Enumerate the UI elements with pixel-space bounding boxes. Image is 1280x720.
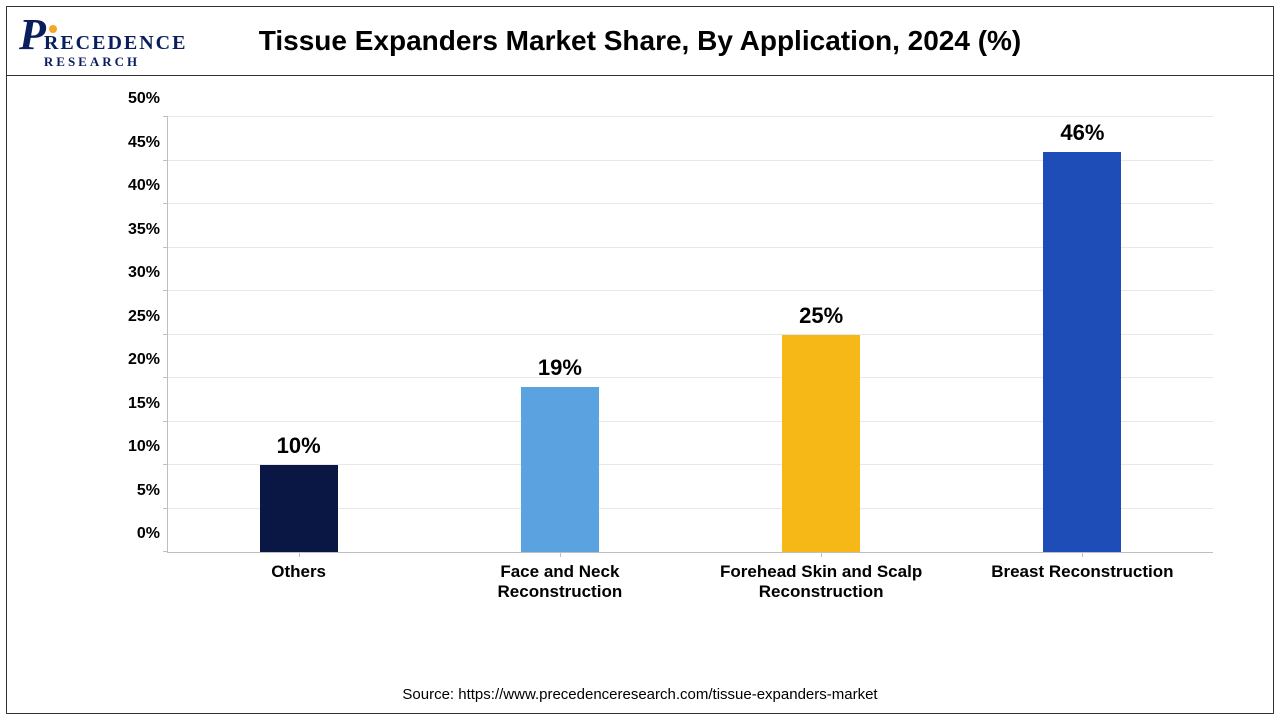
x-axis-label: Breast Reconstruction bbox=[952, 562, 1213, 582]
y-axis-label: 5% bbox=[137, 482, 160, 500]
y-axis-label: 35% bbox=[128, 221, 160, 239]
chart-frame: P RECEDENCE RESEARCH Tissue Expanders Ma… bbox=[6, 6, 1274, 714]
bar-value-label: 10% bbox=[277, 433, 321, 459]
bar-group: 46% bbox=[952, 152, 1213, 552]
bar-group: 25% bbox=[691, 335, 952, 553]
y-tick-mark bbox=[163, 116, 168, 117]
bar-value-label: 46% bbox=[1060, 120, 1104, 146]
y-tick-mark bbox=[163, 334, 168, 335]
x-axis-label: Others bbox=[168, 562, 429, 582]
y-axis-label: 25% bbox=[128, 308, 160, 326]
bar bbox=[260, 465, 338, 552]
bar-group: 10% bbox=[168, 465, 429, 552]
y-tick-mark bbox=[163, 247, 168, 248]
x-tick-mark bbox=[560, 552, 561, 557]
y-axis-label: 30% bbox=[128, 264, 160, 282]
y-axis-label: 45% bbox=[128, 134, 160, 152]
x-axis-label: Forehead Skin and ScalpReconstruction bbox=[691, 562, 952, 603]
gridline bbox=[168, 116, 1213, 117]
y-axis-label: 20% bbox=[128, 351, 160, 369]
chart-title: Tissue Expanders Market Share, By Applic… bbox=[27, 25, 1253, 57]
y-tick-mark bbox=[163, 421, 168, 422]
y-axis-label: 50% bbox=[128, 90, 160, 108]
x-tick-mark bbox=[1082, 552, 1083, 557]
y-axis-label: 10% bbox=[128, 438, 160, 456]
logo-dot-icon bbox=[49, 25, 57, 33]
brand-logo: P RECEDENCE RESEARCH bbox=[19, 17, 187, 68]
bar bbox=[1043, 152, 1121, 552]
source-text: Source: https://www.precedenceresearch.c… bbox=[7, 686, 1273, 703]
x-axis-label: Face and NeckReconstruction bbox=[429, 562, 690, 603]
bar bbox=[782, 335, 860, 553]
bar bbox=[521, 387, 599, 552]
x-tick-mark bbox=[299, 552, 300, 557]
bar-value-label: 19% bbox=[538, 355, 582, 381]
x-tick-mark bbox=[821, 552, 822, 557]
y-axis-label: 40% bbox=[128, 177, 160, 195]
logo-main-text: RECEDENCE bbox=[44, 33, 188, 53]
y-tick-mark bbox=[163, 160, 168, 161]
plot-area: 0%5%10%15%20%25%30%35%40%45%50%10%Others… bbox=[167, 117, 1213, 553]
y-axis-label: 0% bbox=[137, 525, 160, 543]
y-tick-mark bbox=[163, 377, 168, 378]
y-tick-mark bbox=[163, 290, 168, 291]
chart-container: 0%5%10%15%20%25%30%35%40%45%50%10%Others… bbox=[117, 117, 1223, 623]
bar-value-label: 25% bbox=[799, 303, 843, 329]
logo-sub-text: RESEARCH bbox=[44, 55, 188, 68]
y-tick-mark bbox=[163, 203, 168, 204]
bar-group: 19% bbox=[429, 387, 690, 552]
logo-letter: P bbox=[19, 17, 46, 52]
y-axis-label: 15% bbox=[128, 395, 160, 413]
title-box: P RECEDENCE RESEARCH Tissue Expanders Ma… bbox=[7, 7, 1273, 76]
